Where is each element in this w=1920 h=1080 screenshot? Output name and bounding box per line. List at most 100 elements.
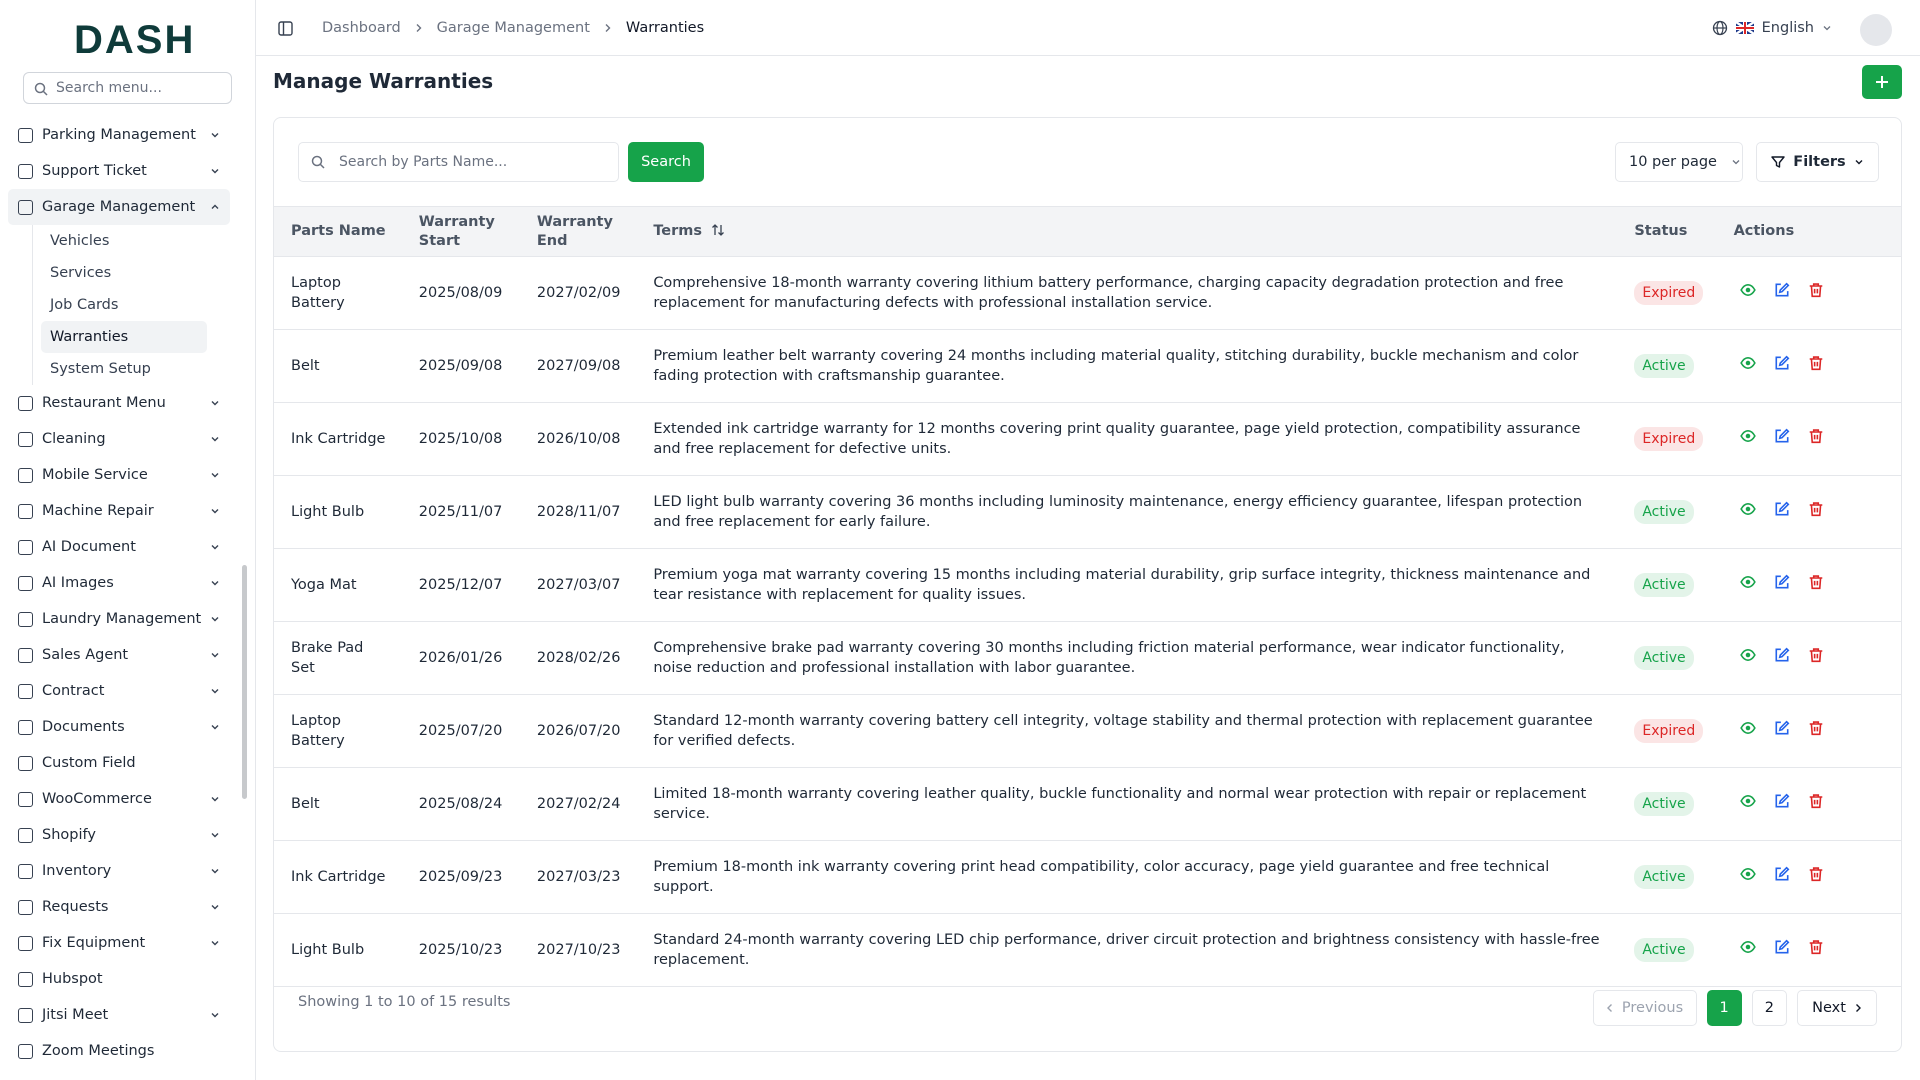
crumb[interactable]: Garage Management	[436, 19, 590, 36]
scrollbar[interactable]	[242, 565, 247, 799]
view-button[interactable]	[1739, 355, 1756, 377]
parts-search[interactable]: Search by Parts Name...	[298, 142, 619, 182]
menu-item[interactable]: Shopify	[8, 817, 230, 853]
edit-button[interactable]	[1774, 282, 1790, 304]
edit-button[interactable]	[1774, 793, 1790, 815]
filters-button[interactable]: Filters	[1756, 142, 1879, 182]
search-button[interactable]: Search	[628, 142, 704, 182]
status-badge: Active	[1634, 354, 1694, 378]
page-button[interactable]: 2	[1751, 990, 1787, 1026]
menu-item[interactable]: Sales Agent	[8, 637, 230, 673]
column-title: Parts Name	[291, 223, 386, 239]
cell: 2026/01/26	[410, 621, 529, 695]
menu-item[interactable]: Documents	[8, 709, 230, 745]
table-row: Brake Pad Set 2026/01/26 2028/02/26 Compreh…	[274, 621, 1901, 695]
menu-item[interactable]: Requests	[8, 889, 230, 925]
menu-item[interactable]: AI Images	[8, 565, 230, 601]
previous-button[interactable]: Previous	[1592, 990, 1697, 1026]
next-button[interactable]: Next	[1797, 990, 1877, 1026]
view-button[interactable]	[1739, 501, 1756, 523]
view-button[interactable]	[1739, 574, 1756, 596]
edit-button[interactable]	[1774, 939, 1790, 961]
delete-button[interactable]	[1808, 647, 1824, 669]
delete-button[interactable]	[1808, 501, 1824, 523]
avatar[interactable]	[1860, 14, 1892, 46]
per-page-select[interactable]: 10 per page	[1615, 142, 1743, 182]
submenu-item[interactable]: Services	[50, 265, 112, 281]
menu-label: Zoom Meetings	[42, 1043, 155, 1059]
menu-item[interactable]: WooCommerce	[8, 781, 230, 817]
delete-button[interactable]	[1808, 720, 1824, 742]
page-button[interactable]: 1	[1706, 990, 1742, 1026]
edit-button[interactable]	[1774, 574, 1790, 596]
view-button[interactable]	[1739, 720, 1756, 742]
cell: Light Bulb	[274, 913, 411, 987]
edit-button[interactable]	[1774, 501, 1790, 523]
actions-cell	[1725, 402, 1901, 476]
view-button[interactable]	[1739, 939, 1756, 961]
delete-button[interactable]	[1808, 355, 1824, 377]
menu-item[interactable]: Cleaning	[8, 421, 230, 457]
menu: Parking Management Support Ticket Garage M…	[8, 117, 230, 1069]
separator	[605, 23, 611, 32]
logo[interactable]: DASH	[74, 18, 196, 62]
delete-button[interactable]	[1808, 866, 1824, 888]
delete-button[interactable]	[1808, 939, 1824, 961]
menu-item[interactable]: Restaurant Menu	[8, 385, 230, 421]
edit-button[interactable]	[1774, 428, 1790, 450]
breadcrumb: Dashboard Garage Management Warranties	[322, 20, 704, 36]
add-button[interactable]	[1862, 65, 1902, 99]
table-row: Ink Cartridge 2025/09/23 2027/03/23 Premium…	[274, 840, 1901, 914]
menu-label: Mobile Service	[42, 467, 148, 483]
crumb[interactable]: Dashboard	[322, 19, 401, 36]
cell: 2026/10/08	[528, 402, 646, 476]
menu-item[interactable]: Support Ticket	[8, 153, 230, 189]
edit-button[interactable]	[1774, 647, 1790, 669]
view-button[interactable]	[1739, 793, 1756, 815]
cell: Active	[1626, 840, 1726, 914]
menu-item[interactable]: Zoom Meetings	[8, 1033, 230, 1069]
menu-item[interactable]: Fix Equipment	[8, 925, 230, 961]
menu-item[interactable]: Garage Management	[8, 189, 230, 225]
delete-button[interactable]	[1808, 574, 1824, 596]
menu-item[interactable]: Machine Repair	[8, 493, 230, 529]
table-row: Ink Cartridge 2025/10/08 2026/10/08 Extende…	[274, 402, 1901, 476]
delete-button[interactable]	[1808, 282, 1824, 304]
sidebar-toggle[interactable]	[278, 21, 293, 36]
cell: 2027/02/09	[528, 256, 646, 330]
cell: 2027/03/23	[528, 840, 646, 914]
menu-item[interactable]: Contract	[8, 673, 230, 709]
view-button[interactable]	[1739, 428, 1756, 450]
submenu-item[interactable]: Job Cards	[50, 297, 119, 313]
menu-item[interactable]: Custom Field	[8, 745, 230, 781]
pagination: Previous 1 2 Next	[1592, 990, 1877, 1026]
menu-item[interactable]: Mobile Service	[8, 457, 230, 493]
submenu-item[interactable]: Warranties	[41, 321, 207, 353]
menu-item[interactable]: Jitsi Meet	[8, 997, 230, 1033]
actions	[1734, 793, 1893, 815]
edit-button[interactable]	[1774, 866, 1790, 888]
menu-item[interactable]: Parking Management	[8, 117, 230, 153]
menu-item[interactable]: Inventory	[8, 853, 230, 889]
delete-button[interactable]	[1808, 428, 1824, 450]
view-button[interactable]	[1739, 866, 1756, 888]
menu-search[interactable]: Search menu...	[23, 72, 232, 104]
edit-button[interactable]	[1774, 720, 1790, 742]
language-switch[interactable]: English	[1712, 20, 1832, 36]
actions-cell	[1725, 913, 1901, 987]
sort-icon[interactable]	[711, 223, 725, 237]
menu-item[interactable]: Laundry Management	[8, 601, 230, 637]
view-button[interactable]	[1739, 282, 1756, 304]
submenu-item[interactable]: System Setup	[50, 361, 151, 377]
edit-button[interactable]	[1774, 355, 1790, 377]
actions	[1734, 282, 1893, 304]
menu-label: Custom Field	[42, 755, 136, 771]
menu-item[interactable]: Hubspot	[8, 961, 230, 997]
cell: 2025/09/23	[410, 840, 529, 914]
submenu-item[interactable]: Vehicles	[50, 233, 110, 249]
delete-button[interactable]	[1808, 793, 1824, 815]
view-button[interactable]	[1739, 647, 1756, 669]
menu-label: Restaurant Menu	[42, 395, 166, 411]
menu-item[interactable]: AI Document	[8, 529, 230, 565]
